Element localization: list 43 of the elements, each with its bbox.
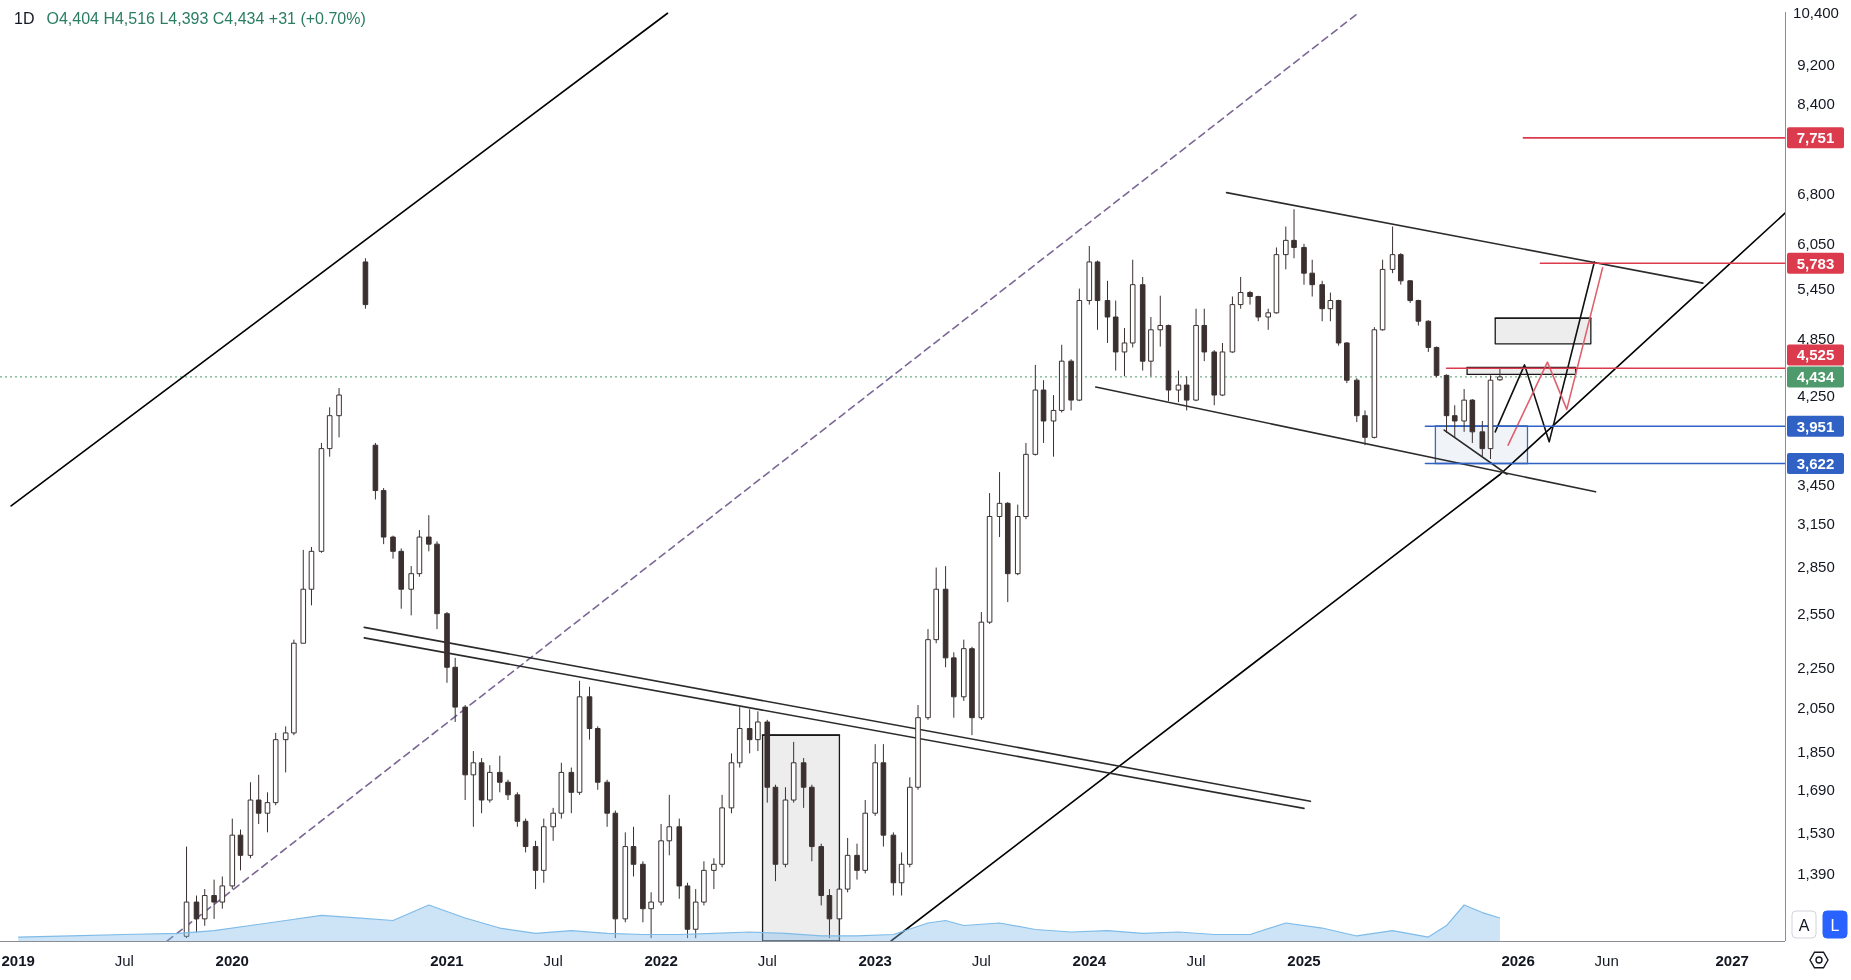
y-tick-label: 5,450 bbox=[1797, 280, 1835, 298]
y-tick-label: 2,250 bbox=[1797, 658, 1835, 676]
x-tick-label: Jul bbox=[114, 951, 134, 969]
y-tick-label: 3,150 bbox=[1797, 514, 1835, 532]
data-label: 5,783 bbox=[1796, 254, 1835, 272]
ref-line-label: 4,434 bbox=[1796, 368, 1835, 386]
y-tick-label: 2,850 bbox=[1797, 557, 1835, 575]
chart-subtitle: O4,404 H4,516 L4,393 C4,434 +31 (+0.70%) bbox=[46, 9, 366, 27]
y-tick-label: 2,550 bbox=[1797, 605, 1835, 623]
x-tick-label: 2025 bbox=[1287, 951, 1321, 969]
x-tick-label: 2022 bbox=[644, 951, 678, 969]
y-tick-label: 1,850 bbox=[1797, 742, 1835, 760]
y-tick-label: 4,850 bbox=[1797, 330, 1835, 348]
data-label: 3,622 bbox=[1796, 454, 1835, 472]
y-tick-label: 10,400 bbox=[1793, 3, 1839, 21]
x-tick-label: Jul bbox=[1186, 951, 1206, 969]
y-tick-label: 2,050 bbox=[1797, 698, 1835, 716]
y-tick-label: 4,250 bbox=[1797, 386, 1835, 404]
x-tick-label: 2027 bbox=[1715, 951, 1749, 969]
x-tick-label: 2020 bbox=[215, 951, 249, 969]
y-tick-label: 1,690 bbox=[1797, 781, 1835, 799]
y-tick-label: 9,200 bbox=[1797, 55, 1835, 73]
x-tick-label: 2023 bbox=[858, 951, 892, 969]
y-tick-label: 6,800 bbox=[1797, 185, 1835, 203]
y-tick-label: 3,450 bbox=[1797, 475, 1835, 493]
x-tick-label: 2021 bbox=[430, 951, 464, 969]
text: A bbox=[1798, 916, 1810, 934]
x-tick-label: Jun bbox=[1594, 951, 1619, 969]
x-tick-label: Jul bbox=[757, 951, 777, 969]
data-label: 3,951 bbox=[1796, 417, 1835, 435]
y-tick-label: 1,390 bbox=[1797, 864, 1835, 882]
x-tick-label: 2024 bbox=[1072, 951, 1107, 969]
y-tick-label: 1,530 bbox=[1797, 823, 1835, 841]
data-label: 7,751 bbox=[1796, 129, 1835, 147]
y-tick-label: 6,050 bbox=[1797, 235, 1835, 253]
data-label: 4,525 bbox=[1796, 346, 1835, 364]
x-tick-label: 2026 bbox=[1501, 951, 1535, 969]
x-tick-label: 2019 bbox=[1, 951, 35, 969]
chart-title: 1D bbox=[14, 9, 35, 27]
y-tick-label: 8,400 bbox=[1797, 94, 1835, 112]
x-tick-label: Jul bbox=[971, 951, 991, 969]
text: L bbox=[1830, 916, 1840, 934]
x-tick-label: Jul bbox=[543, 951, 563, 969]
